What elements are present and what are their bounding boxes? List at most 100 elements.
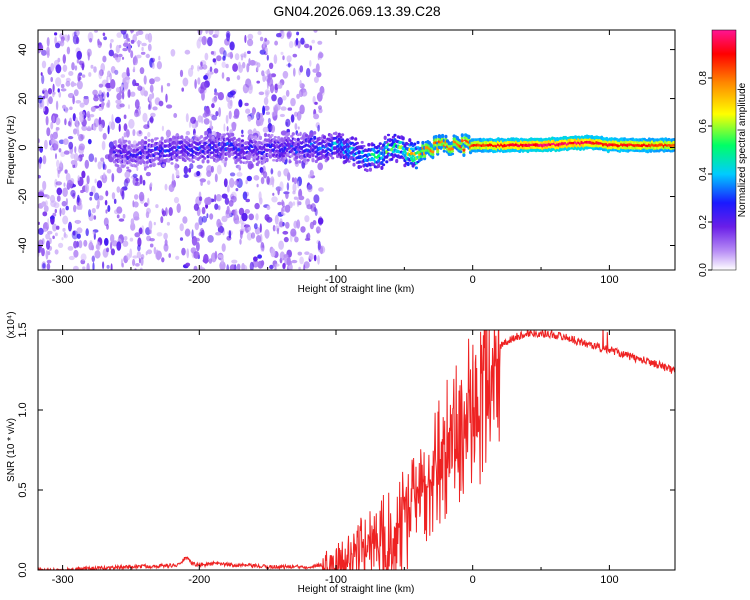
heatmap-cell [118,218,125,222]
heatmap-cell [199,265,203,270]
heatmap-cell [214,30,220,38]
heatmap-cell [283,156,287,160]
heatmap-cell [273,105,279,113]
heatmap-cell [286,128,291,134]
heatmap-cell [88,153,95,162]
heatmap-cell [204,130,208,136]
heatmap-cell [55,127,60,131]
heatmap-cell [175,169,180,178]
heatmap-cell [100,157,105,162]
heatmap-cell [231,132,235,137]
heatmap-cell [290,114,295,123]
heatmap-cell [247,115,252,122]
heatmap-cell [297,251,303,256]
heatmap-cell [300,37,305,45]
heatmap-cell [265,91,269,98]
heatmap-cell [64,118,67,126]
heatmap-cell [221,159,226,164]
heatmap-cell [62,227,66,232]
heatmap-cell [163,232,168,240]
heatmap-cell [204,136,208,140]
heatmap-cell [279,113,285,118]
spectrogram-x-label: Height of straight line (km) [298,284,415,295]
heatmap-cell [277,136,281,140]
heatmap-cell [89,114,95,118]
heatmap-cell [408,138,412,143]
heatmap-cell [145,251,148,256]
heatmap-cell [372,162,376,167]
heatmap-cell [182,216,188,224]
heatmap-cell [268,62,274,69]
heatmap-cell [148,93,153,102]
heatmap-cell [295,37,299,46]
heatmap-cell [409,147,414,150]
heatmap-cell [54,232,58,237]
heatmap-cell [282,95,287,101]
heatmap-cell [173,196,180,204]
heatmap-cell [104,237,109,246]
heatmap-cell [93,66,97,73]
heatmap-cell [129,237,134,242]
heatmap-cell [47,88,53,95]
heatmap-cell [319,146,323,150]
heatmap-cell [147,131,151,138]
heatmap-cell [106,169,112,174]
heatmap-cell [145,151,149,154]
heatmap-cell [70,160,76,165]
heatmap-cell [94,157,97,163]
heatmap-cell [199,178,206,183]
heatmap-cell [144,136,148,140]
heatmap-cell [368,167,372,172]
heatmap-cell [262,126,269,133]
heatmap-cell [41,49,47,56]
heatmap-cell [45,233,51,240]
heatmap-cell [277,201,283,206]
heatmap-cell [401,156,405,160]
heatmap-cell [55,64,62,74]
heatmap-cell [196,170,201,177]
heatmap-cell [160,156,164,160]
heatmap-cell [45,115,49,126]
heatmap-cell [382,158,386,162]
heatmap-cell [258,135,263,141]
heatmap-cell [341,133,345,137]
heatmap-cell [269,264,274,270]
heatmap-cell [184,228,191,237]
heatmap-cell [244,102,249,107]
heatmap-cell [72,95,75,105]
y-tick-label: -20 [17,189,29,205]
heatmap-cell [245,160,249,164]
heatmap-cell [223,50,227,59]
heatmap-cell [154,76,161,82]
heatmap-cell [372,158,376,162]
colorbar-gradient [711,29,737,271]
heatmap-cell [111,173,115,183]
heatmap-cell [377,163,381,168]
heatmap-cell [241,262,245,270]
heatmap-cell [275,186,280,192]
heatmap-cell [115,99,122,104]
heatmap-cell [286,182,290,191]
heatmap-cell [313,135,317,140]
heatmap-cell [247,50,251,55]
heatmap-cell [121,56,125,60]
heatmap-cell [229,41,235,51]
heatmap-cell [106,264,110,269]
heatmap-cell [148,117,154,123]
heatmap-cell [207,36,213,47]
heatmap-cell [149,229,152,234]
heatmap-cell [228,110,232,120]
heatmap-cell [175,158,179,162]
heatmap-cell [52,83,55,93]
heatmap-cell [235,188,239,192]
heatmap-cell [97,38,100,46]
heatmap-cell [208,148,212,152]
heatmap-cell [79,102,85,108]
heatmap-cell [190,64,194,70]
heatmap-cell [260,169,264,176]
heatmap-cell [122,213,126,219]
heatmap-cell [254,135,258,140]
heatmap-cell [258,116,265,123]
heatmap-cell [281,139,286,144]
heatmap-cell [377,144,381,148]
